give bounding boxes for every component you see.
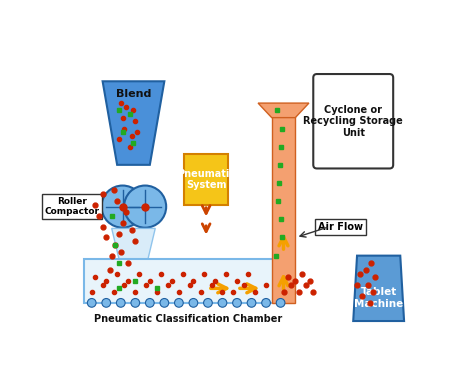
FancyBboxPatch shape [184, 154, 228, 205]
Text: Pneumatic Classification Chamber: Pneumatic Classification Chamber [94, 314, 282, 324]
Polygon shape [258, 103, 309, 117]
Text: Roller
Compactor: Roller Compactor [44, 197, 99, 216]
Bar [272, 114, 295, 303]
Circle shape [102, 299, 110, 307]
Text: Cyclone or
Recycling Storage
Unit: Cyclone or Recycling Storage Unit [303, 105, 403, 138]
Circle shape [247, 299, 256, 307]
Circle shape [117, 299, 125, 307]
Polygon shape [112, 228, 155, 266]
Circle shape [160, 299, 169, 307]
Polygon shape [102, 81, 164, 165]
Text: Pneumatic
System: Pneumatic System [177, 169, 235, 190]
Circle shape [131, 299, 140, 307]
FancyBboxPatch shape [84, 259, 292, 303]
Text: Air Flow: Air Flow [318, 221, 363, 232]
Circle shape [218, 299, 227, 307]
Circle shape [189, 299, 198, 307]
FancyBboxPatch shape [313, 74, 393, 168]
Circle shape [124, 186, 166, 228]
Text: Tablet
Machine: Tablet Machine [354, 287, 403, 309]
Circle shape [276, 299, 285, 307]
Circle shape [233, 299, 241, 307]
Polygon shape [353, 255, 404, 321]
Circle shape [204, 299, 212, 307]
Text: Blend: Blend [116, 89, 151, 98]
Circle shape [262, 299, 270, 307]
Circle shape [146, 299, 154, 307]
Circle shape [174, 299, 183, 307]
Circle shape [87, 299, 96, 307]
Circle shape [101, 186, 144, 228]
